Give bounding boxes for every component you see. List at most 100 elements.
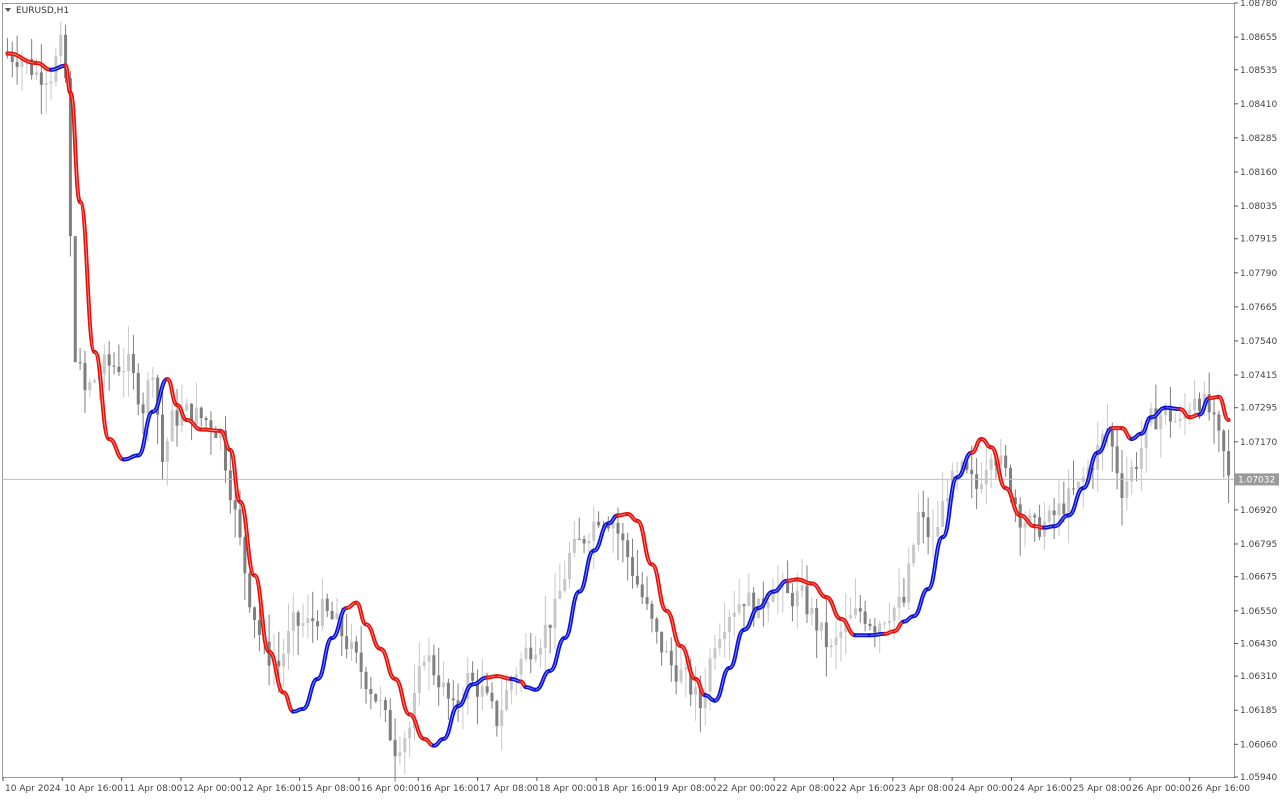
bear-candle <box>529 647 533 660</box>
bear-candle <box>626 540 630 558</box>
bull-candle <box>936 526 940 537</box>
x-tick-label: 17 Apr 08:00 <box>480 784 539 794</box>
bull-candle <box>88 382 92 391</box>
bear-candle <box>1212 412 1216 415</box>
x-tick-label: 12 Apr 16:00 <box>242 784 301 794</box>
bear-candle <box>790 593 794 607</box>
bull-candle <box>839 631 843 638</box>
y-tick-label: 1.07665 <box>1240 303 1277 313</box>
bear-candle <box>243 537 247 574</box>
bear-candle <box>1072 488 1076 490</box>
indicator-highlight <box>94 351 110 440</box>
bull-candle <box>611 522 615 529</box>
bear-candle <box>117 366 121 372</box>
bear-candle <box>325 598 329 611</box>
bear-candle <box>655 618 659 632</box>
bear-candle <box>965 461 969 470</box>
indicator-highlight <box>239 501 255 576</box>
x-tick-label: 19 Apr 08:00 <box>658 784 717 794</box>
bear-candle <box>902 596 906 603</box>
bear-candle <box>1120 473 1124 498</box>
y-tick-label: 1.08780 <box>1240 0 1277 9</box>
bull-candle <box>403 738 407 753</box>
bull-candle <box>766 601 770 609</box>
bull-candle <box>887 620 891 624</box>
indicator-highlight <box>201 429 221 432</box>
bear-candle <box>175 410 179 426</box>
bull-candle <box>1096 444 1100 470</box>
bear-candle <box>248 573 252 608</box>
bull-candle <box>587 540 591 544</box>
indicator-highlight <box>79 201 96 353</box>
bear-candle <box>204 418 208 421</box>
bear-candle <box>805 585 809 615</box>
x-tick-label: 22 Apr 00:00 <box>717 784 776 794</box>
bear-candle <box>698 687 702 709</box>
bull-candle <box>800 585 804 591</box>
bear-candle <box>199 407 203 419</box>
bull-candle <box>897 596 901 608</box>
x-tick-label: 15 Apr 08:00 <box>302 784 361 794</box>
bull-candle <box>170 410 174 442</box>
bull-candle <box>834 637 838 646</box>
bull-candle <box>820 622 824 631</box>
bear-candle <box>112 365 116 367</box>
bear-candle <box>316 621 320 627</box>
bull-candle <box>165 441 169 462</box>
indicator-highlight <box>137 411 154 456</box>
bull-candle <box>514 674 518 680</box>
y-tick-label: 1.06550 <box>1240 607 1277 617</box>
bull-candle <box>1057 503 1061 516</box>
indicator-highlight <box>7 53 37 64</box>
x-tick-label: 10 Apr 2024 <box>5 784 61 794</box>
indicator-highlight <box>70 92 81 203</box>
bear-candle <box>364 671 368 690</box>
bear-candle <box>548 624 552 629</box>
bear-candle <box>141 404 145 414</box>
x-tick-label: 12 Apr 00:00 <box>183 784 242 794</box>
bull-candle <box>505 689 509 710</box>
y-tick-label: 1.08285 <box>1240 134 1277 144</box>
bear-candle <box>345 636 349 650</box>
bear-candle <box>621 533 625 541</box>
bull-candle <box>1144 423 1148 448</box>
bull-candle <box>708 658 712 692</box>
bear-candle <box>786 581 790 594</box>
bear-candle <box>30 59 34 75</box>
bear-candle <box>68 78 72 237</box>
bear-candle <box>921 512 925 518</box>
x-tick-label: 18 Apr 00:00 <box>539 784 598 794</box>
bear-candle <box>136 373 140 405</box>
bear-candle <box>64 34 68 79</box>
bull-candle <box>543 624 547 649</box>
bear-candle <box>742 604 746 607</box>
bull-candle <box>102 354 106 375</box>
bull-candle <box>694 687 698 695</box>
bull-candle <box>282 653 286 667</box>
bear-candle <box>1033 515 1037 518</box>
x-tick-label: 24 Apr 00:00 <box>954 784 1013 794</box>
bear-candle <box>257 620 261 635</box>
bull-candle <box>306 618 310 624</box>
bull-candle <box>849 615 853 619</box>
bear-candle <box>970 469 974 475</box>
bear-candle <box>582 539 586 544</box>
bull-candle <box>408 728 412 739</box>
bull-candle <box>427 655 431 662</box>
bear-candle <box>752 592 756 619</box>
chart-title: EURUSD,H1 <box>16 6 69 16</box>
bull-candle <box>379 700 383 702</box>
current-price-tag <box>1235 473 1279 486</box>
bull-candle <box>664 650 668 653</box>
bull-candle <box>509 679 513 690</box>
triangle-down-icon[interactable] <box>5 8 11 12</box>
bear-candle <box>456 700 460 705</box>
bear-candle <box>597 521 601 526</box>
bull-candle <box>572 538 576 554</box>
bull-candle <box>1028 515 1032 524</box>
bull-candle <box>955 470 959 472</box>
bear-candle <box>926 517 930 538</box>
bull-candle <box>916 512 920 545</box>
